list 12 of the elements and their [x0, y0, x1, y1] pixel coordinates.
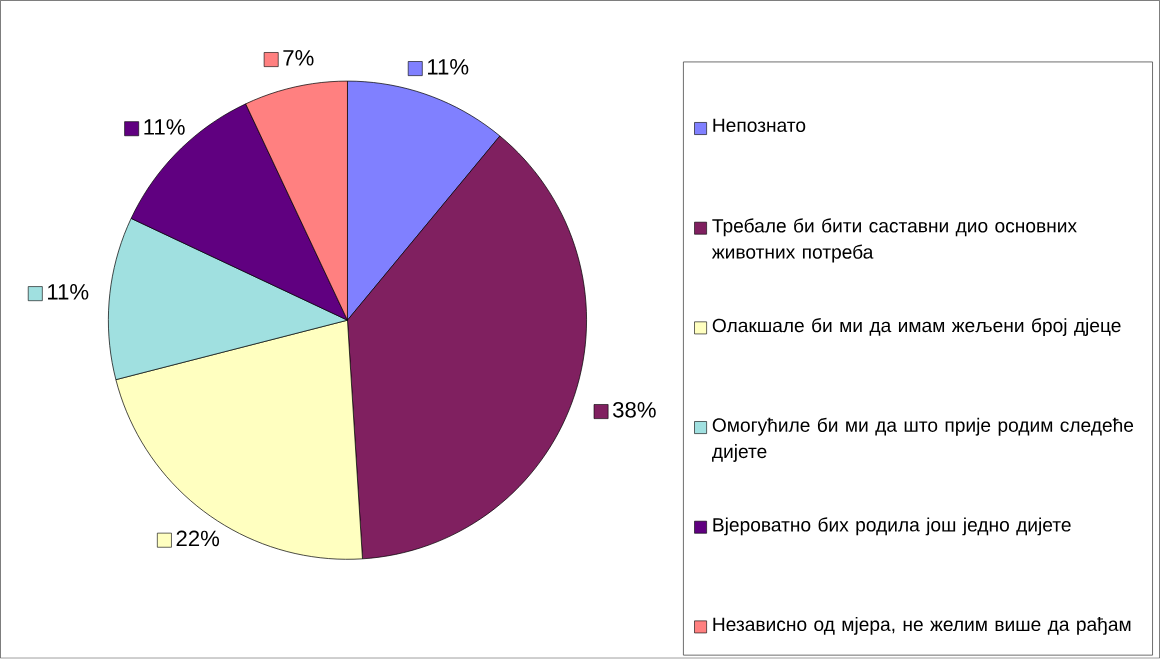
legend-label: Независно од мјера, не желим више да рађам	[713, 617, 1131, 636]
legend-label: Омогућиле би ми да што прије родим следеће дијете	[712, 417, 1134, 463]
data-label: 11%	[428, 59, 469, 75]
data-label: 7%	[283, 50, 314, 66]
data-label: 22%	[176, 530, 220, 547]
data-label: 11%	[144, 119, 185, 135]
data-label: 11%	[48, 284, 89, 300]
legend-label: Непознато	[713, 118, 806, 133]
legend-label: Олакшале би ми да имам жељени број дјеце	[712, 318, 1121, 337]
data-label: 38%	[612, 402, 656, 418]
legend-label: Требале би бити саставни дио основних животних потреба	[711, 218, 1077, 263]
legend-label: Вјероватно бих родила још једно дијете	[713, 517, 1071, 536]
